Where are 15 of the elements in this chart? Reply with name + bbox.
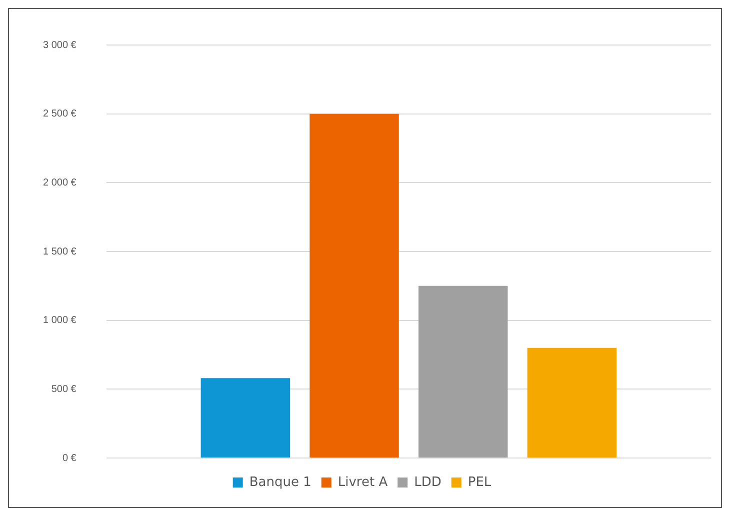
y-tick-label: 3 000 € [42, 40, 77, 51]
bar [418, 286, 508, 458]
legend-label: Livret A [338, 474, 388, 490]
y-tick-label: 1 000 € [42, 315, 77, 326]
y-tick-label: 500 € [51, 384, 77, 395]
legend-label: PEL [468, 474, 492, 490]
y-tick-label: 2 500 € [42, 108, 77, 120]
y-tick-label: 2 000 € [42, 177, 77, 188]
bar [310, 114, 399, 458]
bar [527, 348, 617, 458]
y-tick-label: 1 500 € [42, 246, 77, 258]
legend-label: LDD [414, 474, 442, 490]
legend-label: Banque 1 [249, 474, 312, 490]
bar [200, 378, 290, 458]
y-tick-label: 0 € [62, 452, 77, 464]
